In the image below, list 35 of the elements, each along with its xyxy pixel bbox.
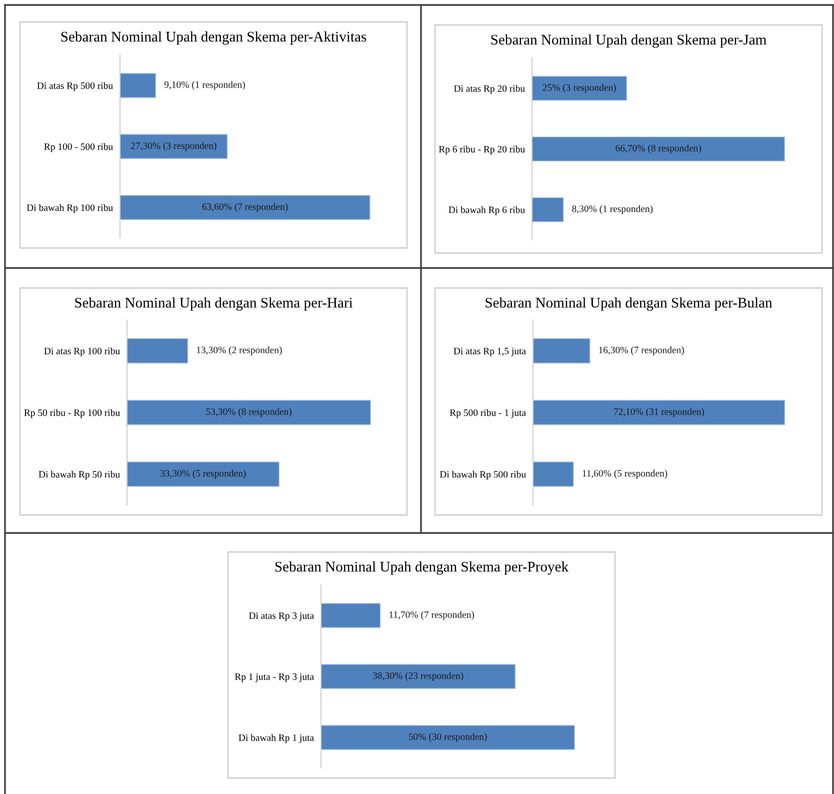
chart-title: Sebaran Nominal Upah dengan Skema per-Hari: [75, 297, 353, 311]
data-label: 13,30% (2 responden): [196, 346, 282, 356]
data-label: 27,30% (3 responden): [131, 142, 216, 151]
y-tick-label: Rp 100 - 500 ribu: [44, 143, 113, 152]
data-label: 53,30% (8 responden): [206, 408, 292, 417]
data-label: 33,30% (5 responden): [160, 470, 246, 479]
y-tick-label: Di atas Rp 20 ribu: [454, 84, 525, 94]
chart-title: Sebaran Nominal Upah dengan Skema per-Aktivitas: [61, 31, 366, 45]
data-label: 9,10% (1 responden): [164, 81, 245, 90]
y-tick-label: Rp 6 ribu - Rp 20 ribu: [438, 146, 525, 154]
y-tick-label: Di bawah Rp 500 ribu: [440, 470, 526, 480]
data-label: 63,60% (7 responden): [202, 203, 288, 212]
data-label: 11,60% (5 responden): [582, 470, 668, 479]
data-label: 25% (3 responden): [542, 84, 616, 93]
y-tick-label: Rp 1 juta - Rp 3 juta: [234, 673, 314, 682]
y-tick-label: Di atas Rp 3 juta: [248, 612, 314, 621]
y-tick-label: Di bawah Rp 100 ribu: [26, 204, 113, 213]
y-tick-label: Di bawah Rp 50 ribu: [38, 470, 120, 480]
chart-title: Sebaran Nominal Upah dengan Skema per-Bulan: [486, 297, 772, 311]
y-tick-label: Di bawah Rp 6 ribu: [448, 206, 525, 216]
y-tick-label: Di bawah Rp 1 juta: [238, 734, 314, 743]
data-label: 72,10% (31 responden): [614, 408, 704, 417]
y-tick-label: Di atas Rp 500 ribu: [37, 82, 113, 91]
y-tick-label: Di atas Rp 1,5 juta: [454, 348, 526, 356]
y-tick-label: Rp 50 ribu - Rp 100 ribu: [24, 409, 120, 418]
data-label: 50% (30 responden): [408, 733, 487, 742]
chart-title: Sebaran Nominal Upah dengan Skema per-Proyek: [275, 561, 569, 575]
y-tick-label: Rp 500 ribu - 1 juta: [450, 409, 526, 418]
data-label: 66,70% (8 responden): [616, 144, 701, 154]
data-label: 38,30% (23 responden): [373, 672, 464, 681]
y-tick-label: Di atas Rp 100 ribu: [44, 347, 120, 356]
data-label: 11,70% (7 responden): [390, 611, 474, 620]
chart-title: Sebaran Nominal Upah dengan Skema per-Jam: [491, 34, 766, 48]
data-label: 8,30% (1 responden): [572, 205, 653, 214]
data-label: 16,30% (7 responden): [599, 346, 684, 356]
